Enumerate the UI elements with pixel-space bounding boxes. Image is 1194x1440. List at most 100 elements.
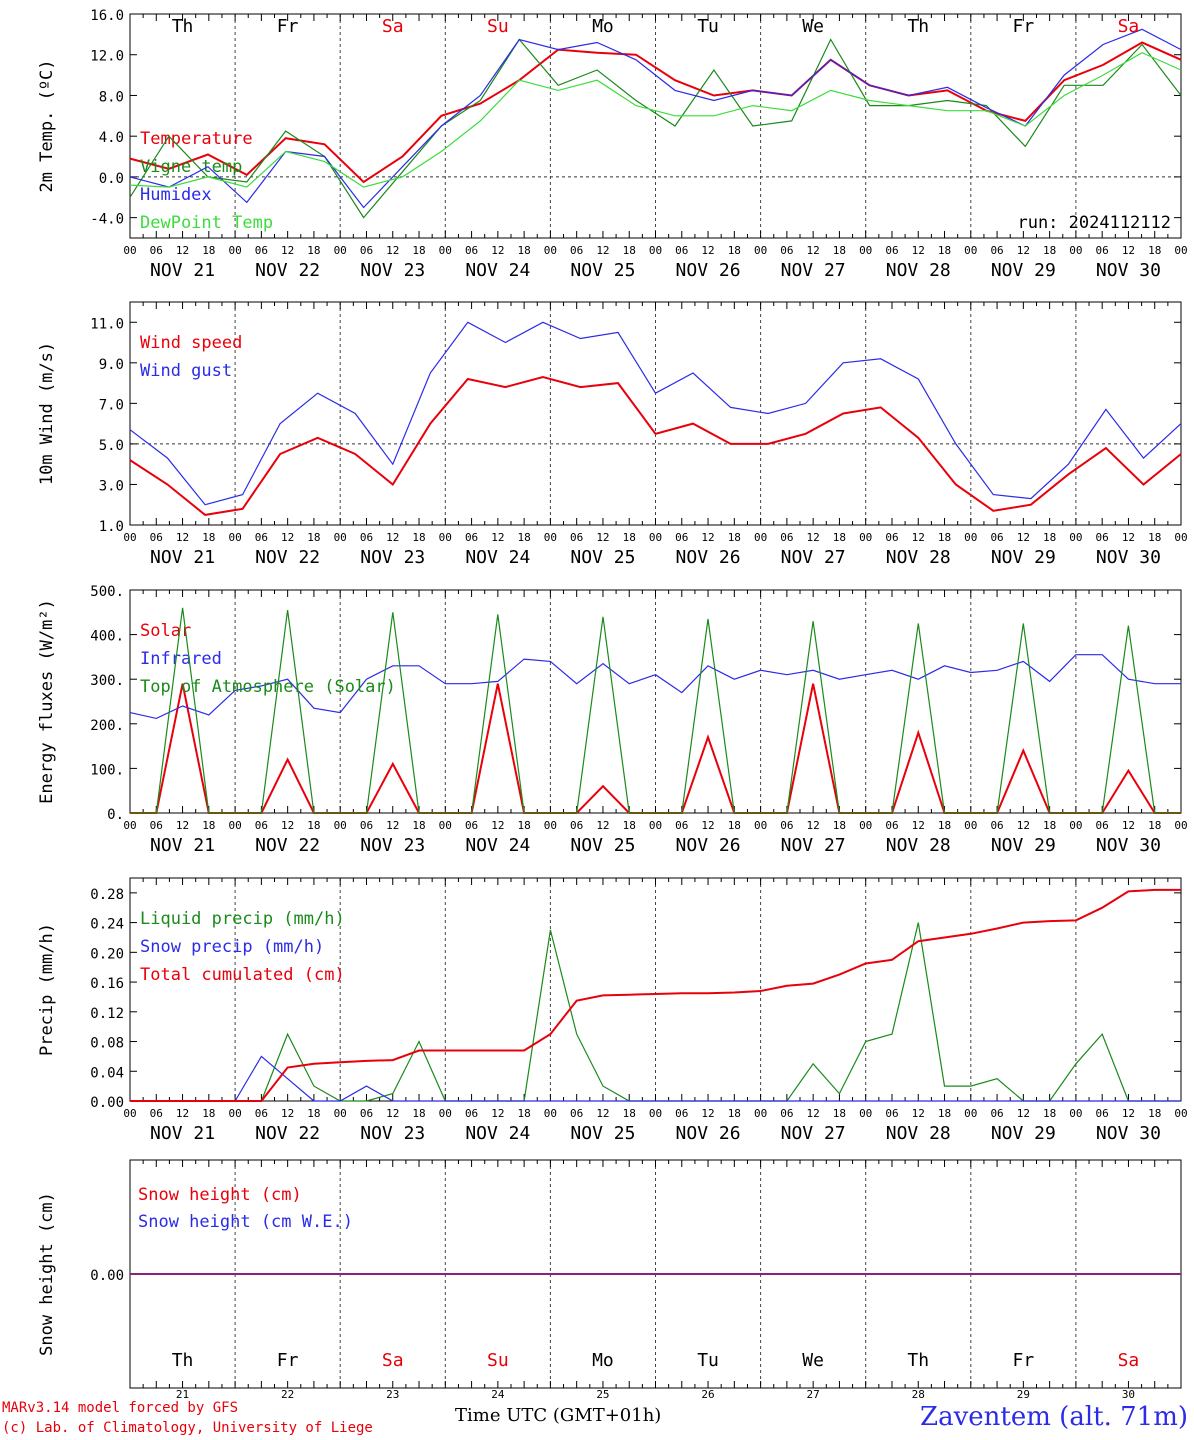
legend-entry: Wind gust <box>140 361 232 381</box>
date-label: NOV 25 <box>570 835 635 856</box>
hour-tick-label: 06 <box>150 531 163 544</box>
hour-tick-label: 12 <box>596 819 609 832</box>
hour-tick-label: 18 <box>412 244 425 257</box>
weekday-label: Sa <box>1118 1350 1140 1371</box>
hour-tick-label: 18 <box>202 531 215 544</box>
hour-tick-label: 06 <box>885 819 898 832</box>
hour-tick-label: 18 <box>202 244 215 257</box>
date-label: NOV 28 <box>886 260 951 281</box>
y-tick-label: 9.0 <box>99 357 124 373</box>
hour-tick-label: 12 <box>491 531 504 544</box>
hour-tick-label: 18 <box>1043 244 1056 257</box>
series-line <box>129 321 1182 506</box>
hour-tick-label: 18 <box>307 244 320 257</box>
hour-tick-label: 18 <box>202 819 215 832</box>
hour-tick-label: 12 <box>701 244 714 257</box>
hour-tick-label: 00 <box>123 819 136 832</box>
weekday-label: Th <box>907 16 929 37</box>
hour-tick-label: 06 <box>885 1107 898 1120</box>
hour-tick-label: 06 <box>360 1107 373 1120</box>
hour-tick-label: 18 <box>307 1107 320 1120</box>
day-number-label: 22 <box>281 1388 294 1401</box>
date-label: NOV 27 <box>781 547 846 568</box>
hour-tick-label: 18 <box>1043 531 1056 544</box>
hour-tick-label: 00 <box>754 531 767 544</box>
hour-tick-label: 12 <box>281 819 294 832</box>
hour-tick-label: 00 <box>964 531 977 544</box>
legend-entry: Snow height (cm W.E.) <box>138 1212 353 1232</box>
hour-tick-label: 00 <box>228 819 241 832</box>
hour-tick-label: 00 <box>754 1107 767 1120</box>
hour-tick-label: 06 <box>990 244 1003 257</box>
hour-tick-label: 06 <box>255 531 268 544</box>
weekday-label: Mo <box>592 16 614 37</box>
series-line <box>129 52 1182 188</box>
hour-tick-label: 12 <box>596 1107 609 1120</box>
hour-tick-label: 00 <box>1069 819 1082 832</box>
y-tick-label: 5.0 <box>99 438 124 454</box>
y-tick-label: -4.0 <box>90 212 124 228</box>
hour-tick-label: 00 <box>859 244 872 257</box>
hour-tick-label: 18 <box>833 531 846 544</box>
hour-tick-label: 00 <box>859 819 872 832</box>
weekday-label: Tu <box>697 1350 719 1371</box>
hour-tick-label: 18 <box>518 819 531 832</box>
y-tick-label: 0.00 <box>90 1095 124 1111</box>
y-tick-label: 0. <box>107 807 124 823</box>
day-number-label: 25 <box>596 1388 609 1401</box>
date-label: NOV 24 <box>465 835 530 856</box>
hour-tick-label: 12 <box>701 531 714 544</box>
hour-tick-label: 06 <box>465 819 478 832</box>
hour-tick-label: 00 <box>228 531 241 544</box>
hour-tick-label: 12 <box>491 244 504 257</box>
hour-tick-label: 12 <box>1122 531 1135 544</box>
hour-tick-label: 12 <box>912 1107 925 1120</box>
legend-entry: Humidex <box>140 185 212 205</box>
legend-entry: DewPoint Temp <box>140 213 273 233</box>
hour-tick-label: 00 <box>1069 1107 1082 1120</box>
hour-tick-label: 06 <box>1096 819 1109 832</box>
weekday-label: Fr <box>1013 16 1035 37</box>
hour-tick-label: 18 <box>833 1107 846 1120</box>
hour-tick-label: 06 <box>990 1107 1003 1120</box>
hour-tick-label: 18 <box>307 531 320 544</box>
hour-tick-label: 06 <box>465 244 478 257</box>
hour-tick-label: 12 <box>176 819 189 832</box>
hour-tick-label: 12 <box>807 819 820 832</box>
weekday-label: We <box>802 1350 824 1371</box>
hour-tick-label: 12 <box>491 819 504 832</box>
hour-tick-label: 06 <box>990 819 1003 832</box>
hour-tick-label: 18 <box>518 1107 531 1120</box>
date-label: NOV 30 <box>1096 260 1161 281</box>
day-number-label: 30 <box>1122 1388 1135 1401</box>
hour-tick-label: 12 <box>386 244 399 257</box>
hour-tick-label: 12 <box>1122 244 1135 257</box>
hour-tick-label: 18 <box>1148 1107 1161 1120</box>
model-credit: MARv3.14 model forced by GFS <box>2 1400 239 1416</box>
hour-tick-label: 18 <box>412 819 425 832</box>
hour-tick-label: 12 <box>596 531 609 544</box>
series-line <box>129 375 1182 516</box>
hour-tick-label: 06 <box>780 1107 793 1120</box>
hour-tick-label: 06 <box>255 1107 268 1120</box>
hour-tick-label: 12 <box>176 1107 189 1120</box>
y-tick-label: 100. <box>90 762 124 778</box>
date-label: NOV 28 <box>886 547 951 568</box>
hour-tick-label: 12 <box>176 531 189 544</box>
hour-tick-label: 12 <box>386 819 399 832</box>
hour-tick-label: 06 <box>255 244 268 257</box>
legend-entry: Top of Atmosphere (Solar) <box>140 677 396 697</box>
hour-tick-label: 12 <box>701 1107 714 1120</box>
date-label: NOV 22 <box>255 1123 320 1144</box>
legend-entry: Snow height (cm) <box>138 1185 302 1205</box>
hour-tick-label: 18 <box>518 531 531 544</box>
y-tick-label: 500. <box>90 584 124 600</box>
hour-tick-label: 18 <box>938 1107 951 1120</box>
weekday-label: Th <box>172 1350 194 1371</box>
hour-tick-label: 06 <box>1096 531 1109 544</box>
weekday-label: Fr <box>277 16 299 37</box>
hour-tick-label: 18 <box>728 244 741 257</box>
hour-tick-label: 18 <box>623 1107 636 1120</box>
y-tick-label: 1.0 <box>99 519 124 535</box>
